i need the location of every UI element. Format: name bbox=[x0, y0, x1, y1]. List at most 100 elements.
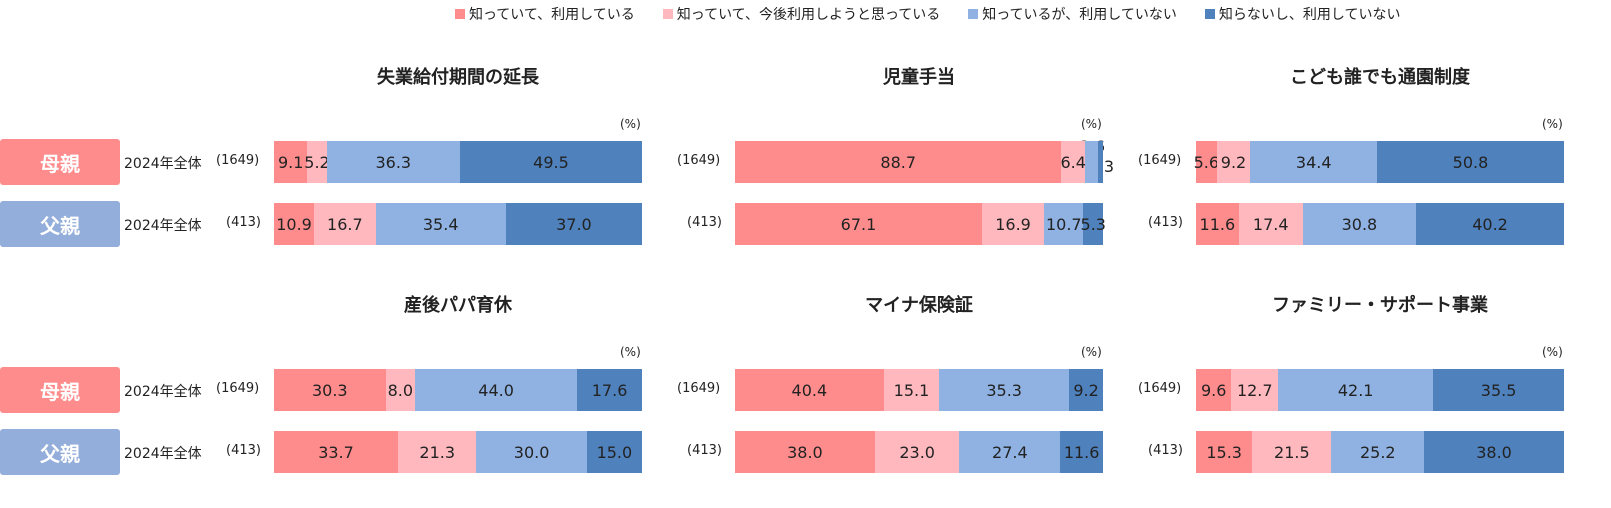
panel-6-bar-father: 15.3 21.5 25.2 38.0 bbox=[1196, 431, 1564, 473]
legend-label-unknown: 知らないし、利用していない bbox=[1218, 7, 1401, 23]
panel-3-n-mother: (1649) bbox=[1138, 153, 1182, 168]
panel-4-seg-father-1: 33.7 bbox=[274, 431, 399, 473]
panel-3-bar-father: 11.6 17.4 30.8 40.2 bbox=[1196, 203, 1564, 245]
panel-6-seg-mother-1: 9.6 bbox=[1196, 369, 1232, 411]
panel-1-seg-mother-1: 9.1 bbox=[274, 141, 308, 183]
panel-1-seg-father-4: 37.0 bbox=[505, 203, 642, 245]
panel-4-bar-mother: 30.3 8.0 44.0 17.6 bbox=[274, 369, 642, 411]
panel-3-seg-father-4: 40.2 bbox=[1416, 203, 1564, 245]
legend-label-plan: 知っていて、今後利用しようと思っている bbox=[676, 7, 941, 23]
panel-1-seg-mother-2: 5.2 bbox=[304, 141, 330, 183]
panel-6-seg-father-3: 25.2 bbox=[1331, 431, 1425, 473]
panel-4-bar-father: 33.7 21.3 30.0 15.0 bbox=[274, 431, 642, 473]
legend: 知っていて、利用している 知っていて、今後利用しようと思っている 知っているが、… bbox=[455, 4, 1400, 24]
panel-5-pct-label: (%) bbox=[1081, 345, 1102, 359]
panel-3-n-father: (413) bbox=[1148, 215, 1183, 230]
group-badge-mother-top: 母親 bbox=[0, 139, 120, 185]
panel-1-seg-father-1: 10.9 bbox=[274, 203, 315, 245]
panel-5-seg-father-1: 38.0 bbox=[735, 431, 875, 473]
panel-1-seg-mother-3: 36.3 bbox=[326, 141, 460, 183]
panel-2-bar-mother: 88.7 6.4 bbox=[735, 141, 1103, 183]
panel-2-seg-father-2: 16.9 bbox=[981, 203, 1045, 245]
panel-2-seg-mother-2: 6.4 bbox=[1060, 141, 1086, 183]
panel-4-seg-father-2: 21.3 bbox=[398, 431, 477, 473]
panel-4-n-father: (413) bbox=[226, 443, 261, 458]
panel-1-seg-father-3: 35.4 bbox=[375, 203, 506, 245]
legend-item-plan: 知っていて、今後利用しようと思っている bbox=[662, 4, 941, 24]
panel-1-seg-father-2: 16.7 bbox=[314, 203, 376, 245]
panel-1-bar-mother: 9.1 5.2 36.3 49.5 bbox=[274, 141, 642, 183]
panel-5-bar-mother: 40.4 15.1 35.3 9.2 bbox=[735, 369, 1103, 411]
panel-6-seg-mother-2: 12.7 bbox=[1231, 369, 1279, 411]
panel-3-seg-mother-4: 50.8 bbox=[1377, 141, 1564, 183]
panel-5-seg-mother-4: 9.2 bbox=[1069, 369, 1103, 411]
panel-2-n-father: (413) bbox=[687, 215, 722, 230]
panel-3-seg-father-1: 11.6 bbox=[1196, 203, 1239, 245]
panel-5-n-mother: (1649) bbox=[677, 381, 721, 396]
panel-6-seg-mother-4: 35.5 bbox=[1433, 369, 1564, 411]
panel-5-seg-mother-3: 35.3 bbox=[939, 369, 1070, 411]
row-label-mother-top: 2024年全体 bbox=[124, 156, 202, 172]
row-label-mother-bottom: 2024年全体 bbox=[124, 384, 202, 400]
panel-4-seg-father-3: 30.0 bbox=[476, 431, 587, 473]
panel-5-seg-mother-2: 15.1 bbox=[883, 369, 940, 411]
panel-4-seg-mother-2: 8.0 bbox=[385, 369, 416, 411]
panel-3-pct-label: (%) bbox=[1542, 117, 1563, 131]
panel-4-seg-mother-1: 30.3 bbox=[274, 369, 386, 411]
panel-6-seg-father-2: 21.5 bbox=[1252, 431, 1332, 473]
panel-5-n-father: (413) bbox=[687, 443, 722, 458]
panel-4-title: 産後パパ育休 bbox=[404, 295, 512, 316]
legend-swatch-known-unused bbox=[968, 9, 979, 19]
panel-5-seg-father-3: 27.4 bbox=[959, 431, 1061, 473]
panel-1-pct-label: (%) bbox=[620, 117, 641, 131]
panel-2-seg-mother-3 bbox=[1084, 141, 1099, 183]
row-label-father-top: 2024年全体 bbox=[124, 218, 202, 234]
panel-3-bar-mother: 5.6 9.2 34.4 50.8 bbox=[1194, 141, 1564, 183]
panel-5-seg-father-4: 11.6 bbox=[1060, 431, 1103, 473]
panel-1-seg-mother-4: 49.5 bbox=[460, 141, 642, 183]
panel-4-pct-label: (%) bbox=[620, 345, 641, 359]
panel-1-bar-father: 10.9 16.7 35.4 37.0 bbox=[274, 203, 642, 245]
panel-3-seg-mother-3: 34.4 bbox=[1250, 141, 1378, 183]
panel-2-title: 児童手当 bbox=[883, 67, 955, 88]
panel-2-seg-mother-4 bbox=[1098, 141, 1103, 183]
panel-6-seg-father-1: 15.3 bbox=[1196, 431, 1253, 473]
panel-2-seg-father-4: 5.3 bbox=[1081, 203, 1106, 245]
legend-label-known-unused: 知っているが、利用していない bbox=[982, 7, 1177, 23]
group-badge-mother-bottom: 母親 bbox=[0, 367, 120, 413]
panel-2-pct-label: (%) bbox=[1081, 117, 1102, 131]
legend-swatch-used bbox=[455, 9, 465, 19]
panel-6-pct-label: (%) bbox=[1542, 345, 1563, 359]
panel-3-seg-father-2: 17.4 bbox=[1238, 203, 1303, 245]
panel-3-seg-mother-1: 5.6 bbox=[1194, 141, 1219, 183]
panel-1-title: 失業給付期間の延長 bbox=[377, 67, 539, 88]
panel-5-title: マイナ保険証 bbox=[865, 295, 973, 316]
panel-6-bar-mother: 9.6 12.7 42.1 35.5 bbox=[1196, 369, 1564, 411]
legend-swatch-plan bbox=[662, 9, 673, 19]
panel-2-bar-father: 67.1 16.9 10.7 5.3 bbox=[735, 203, 1106, 245]
legend-item-unknown: 知らないし、利用していない bbox=[1204, 4, 1401, 24]
legend-label-used: 知っていて、利用している bbox=[469, 7, 635, 23]
panel-1-n-father: (413) bbox=[226, 215, 261, 230]
panel-2-seg-father-1: 67.1 bbox=[735, 203, 982, 245]
group-badge-father-bottom: 父親 bbox=[0, 429, 120, 475]
panel-6-n-father: (413) bbox=[1148, 443, 1183, 458]
panel-2-seg-mother-1: 88.7 bbox=[735, 141, 1062, 183]
panel-4-seg-father-4: 15.0 bbox=[586, 431, 642, 473]
panel-3-seg-father-3: 30.8 bbox=[1302, 203, 1417, 245]
panel-2-n-mother: (1649) bbox=[677, 153, 721, 168]
panel-6-seg-mother-3: 42.1 bbox=[1278, 369, 1434, 411]
row-label-father-bottom: 2024年全体 bbox=[124, 446, 202, 462]
panel-4-seg-mother-3: 44.0 bbox=[415, 369, 578, 411]
panel-3-seg-mother-2: 9.2 bbox=[1216, 141, 1251, 183]
legend-item-used: 知っていて、利用している bbox=[455, 4, 635, 24]
panel-4-n-mother: (1649) bbox=[216, 381, 260, 396]
panel-6-title: ファミリー・サポート事業 bbox=[1272, 295, 1488, 316]
panel-2-seg-father-3: 10.7 bbox=[1044, 203, 1084, 245]
panel-5-bar-father: 38.0 23.0 27.4 11.6 bbox=[735, 431, 1103, 473]
panel-4-seg-mother-4: 17.6 bbox=[577, 369, 642, 411]
panel-6-n-mother: (1649) bbox=[1138, 381, 1182, 396]
panel-3-title: こども誰でも通園制度 bbox=[1290, 67, 1470, 88]
panel-1-n-mother: (1649) bbox=[216, 153, 260, 168]
